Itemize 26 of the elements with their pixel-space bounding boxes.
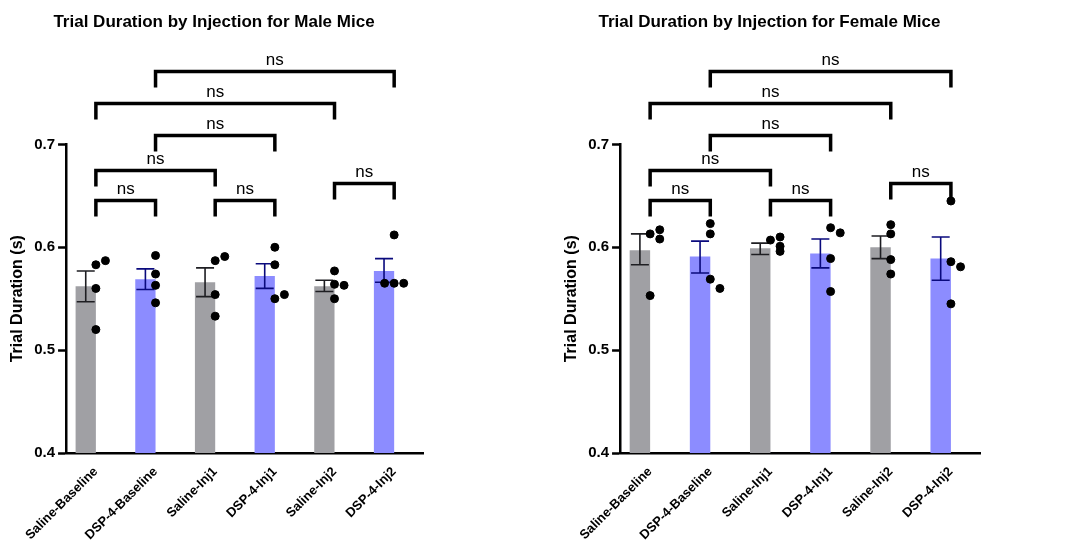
chart-title: Trial Duration by Injection for Male Mice [53, 11, 375, 31]
annotation: ns [355, 162, 374, 182]
y-axis-title: Trial Duration (s) [562, 235, 580, 363]
text: ns [206, 114, 225, 134]
text: ns [265, 50, 284, 70]
annotation: ns [116, 179, 135, 199]
text: ns [206, 82, 225, 102]
text: ns [761, 114, 780, 134]
annotation: ns [911, 162, 930, 182]
y-tick-label: 0.7 [34, 134, 56, 152]
annotation: ns [701, 149, 720, 169]
y-tick-label: 0.6 [588, 237, 610, 255]
annotation: ns [791, 179, 810, 199]
y-tick-label: 0.6 [34, 237, 56, 255]
y-tick-label: 0.5 [34, 340, 56, 358]
text: ns [761, 82, 780, 102]
annotation: ns [236, 179, 255, 199]
y-tick-label: 0.4 [34, 443, 56, 461]
y-tick-label: 0.7 [588, 134, 610, 152]
text: ns [821, 50, 840, 70]
y-tick-label: 0.4 [588, 443, 610, 461]
chart-title: Trial Duration by Injection for Female Mice [598, 11, 941, 31]
y-axis-title: Trial Duration (s) [8, 235, 26, 363]
annotation: ns [671, 179, 690, 199]
annotation: ns [146, 149, 165, 169]
y-tick-label: 0.5 [588, 340, 610, 358]
